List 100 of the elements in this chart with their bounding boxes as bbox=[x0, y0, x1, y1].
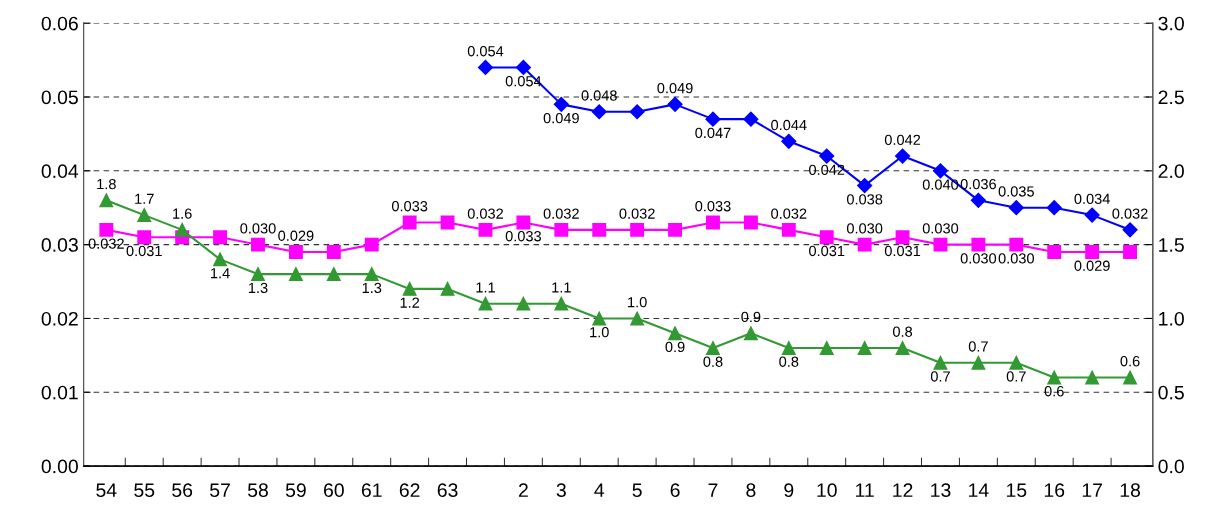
point bbox=[743, 111, 759, 127]
y-tick-label: 0.05 bbox=[41, 90, 78, 105]
data-label: 0.6 bbox=[1044, 386, 1064, 397]
point bbox=[554, 222, 569, 237]
point bbox=[971, 237, 986, 252]
x-tick-label: 6 bbox=[670, 483, 680, 498]
x-tick-label: 8 bbox=[746, 483, 756, 498]
point bbox=[1047, 370, 1062, 385]
point bbox=[478, 222, 493, 237]
data-label: 0.8 bbox=[703, 356, 723, 367]
x-tick-label: 10 bbox=[817, 483, 837, 498]
x-tick-label: 59 bbox=[285, 483, 306, 498]
data-label: 0.034 bbox=[1074, 193, 1110, 205]
point bbox=[99, 222, 114, 237]
y-tick-label: 0.04 bbox=[41, 164, 79, 179]
data-label: 0.038 bbox=[846, 194, 883, 205]
y2-tick-label: 0.5 bbox=[1158, 385, 1184, 400]
data-label: 1.2 bbox=[400, 297, 420, 308]
data-label: 0.033 bbox=[391, 201, 428, 212]
point bbox=[402, 215, 417, 230]
data-label: 1.4 bbox=[211, 268, 230, 279]
point bbox=[933, 355, 948, 370]
point bbox=[819, 341, 834, 355]
point bbox=[591, 104, 607, 120]
point bbox=[1046, 200, 1062, 216]
point bbox=[516, 215, 531, 230]
point bbox=[326, 245, 341, 259]
point bbox=[705, 111, 721, 127]
point bbox=[857, 237, 872, 252]
point bbox=[857, 341, 872, 355]
data-label: 0.9 bbox=[741, 311, 761, 323]
data-label: 0.032 bbox=[467, 208, 503, 219]
data-label: 0.031 bbox=[809, 245, 845, 257]
x-tick-label: 4 bbox=[594, 483, 605, 497]
x-tick-label: 60 bbox=[323, 483, 344, 498]
point bbox=[440, 215, 455, 230]
x-tick-label: 16 bbox=[1044, 483, 1065, 498]
x-tick-label: 17 bbox=[1082, 483, 1102, 497]
data-label: 1.0 bbox=[628, 297, 647, 308]
point bbox=[1009, 355, 1024, 370]
point bbox=[478, 296, 493, 311]
data-label: 1.1 bbox=[476, 282, 495, 293]
x-tick-label: 63 bbox=[437, 483, 458, 498]
data-label: 1.3 bbox=[362, 282, 382, 294]
x-tick-label: 14 bbox=[969, 483, 989, 497]
y2-tick-label: 2.5 bbox=[1158, 90, 1184, 105]
data-label: 0.030 bbox=[960, 253, 997, 264]
point bbox=[629, 104, 645, 120]
data-label: 0.030 bbox=[998, 253, 1034, 264]
x-tick-label: 57 bbox=[210, 483, 230, 498]
data-label: 0.032 bbox=[88, 238, 124, 249]
point bbox=[213, 230, 228, 245]
point bbox=[515, 59, 531, 76]
point bbox=[743, 326, 758, 341]
data-label: 0.048 bbox=[581, 90, 617, 101]
data-label: 0.042 bbox=[809, 164, 845, 175]
data-label: 1.6 bbox=[173, 208, 192, 219]
point bbox=[971, 355, 986, 370]
data-label: 0.033 bbox=[695, 201, 731, 212]
data-label: 1.0 bbox=[590, 327, 609, 338]
data-label: 0.036 bbox=[960, 178, 996, 190]
data-label: 0.029 bbox=[1074, 260, 1110, 271]
data-label: 0.7 bbox=[1006, 371, 1026, 382]
data-label: 0.031 bbox=[126, 245, 162, 257]
point bbox=[781, 133, 797, 149]
point bbox=[1085, 245, 1100, 259]
point bbox=[288, 245, 303, 259]
data-label: 1.1 bbox=[552, 282, 571, 293]
x-tick-label: 5 bbox=[632, 483, 642, 498]
point bbox=[137, 230, 152, 245]
data-label: 0.047 bbox=[695, 127, 731, 139]
point bbox=[706, 215, 720, 230]
data-label: 1.7 bbox=[135, 193, 154, 204]
point bbox=[1009, 237, 1024, 252]
point bbox=[743, 215, 758, 230]
point bbox=[1123, 370, 1137, 385]
point bbox=[970, 192, 986, 208]
data-label: 0.054 bbox=[467, 46, 504, 57]
point bbox=[326, 267, 341, 282]
point bbox=[668, 326, 683, 341]
point bbox=[1123, 245, 1137, 259]
point bbox=[706, 341, 720, 355]
data-label: 0.033 bbox=[505, 231, 541, 242]
y-tick-label: 0.06 bbox=[41, 16, 78, 31]
point bbox=[364, 267, 379, 282]
y2-tick-label: 2.0 bbox=[1158, 164, 1184, 179]
data-label: 0.031 bbox=[884, 245, 921, 257]
point bbox=[288, 267, 303, 282]
y-tick-label: 0.02 bbox=[41, 311, 78, 326]
point bbox=[554, 296, 569, 311]
data-label: 0.035 bbox=[998, 186, 1034, 197]
point bbox=[516, 296, 531, 311]
point bbox=[477, 59, 494, 76]
x-tick-label: 56 bbox=[172, 483, 193, 498]
y2-tick-label: 3.0 bbox=[1158, 16, 1184, 31]
data-label: 0.8 bbox=[779, 356, 799, 367]
data-label: 0.049 bbox=[657, 82, 693, 94]
data-label: 0.042 bbox=[884, 134, 921, 145]
x-tick-label: 55 bbox=[134, 483, 155, 498]
point bbox=[592, 222, 607, 237]
